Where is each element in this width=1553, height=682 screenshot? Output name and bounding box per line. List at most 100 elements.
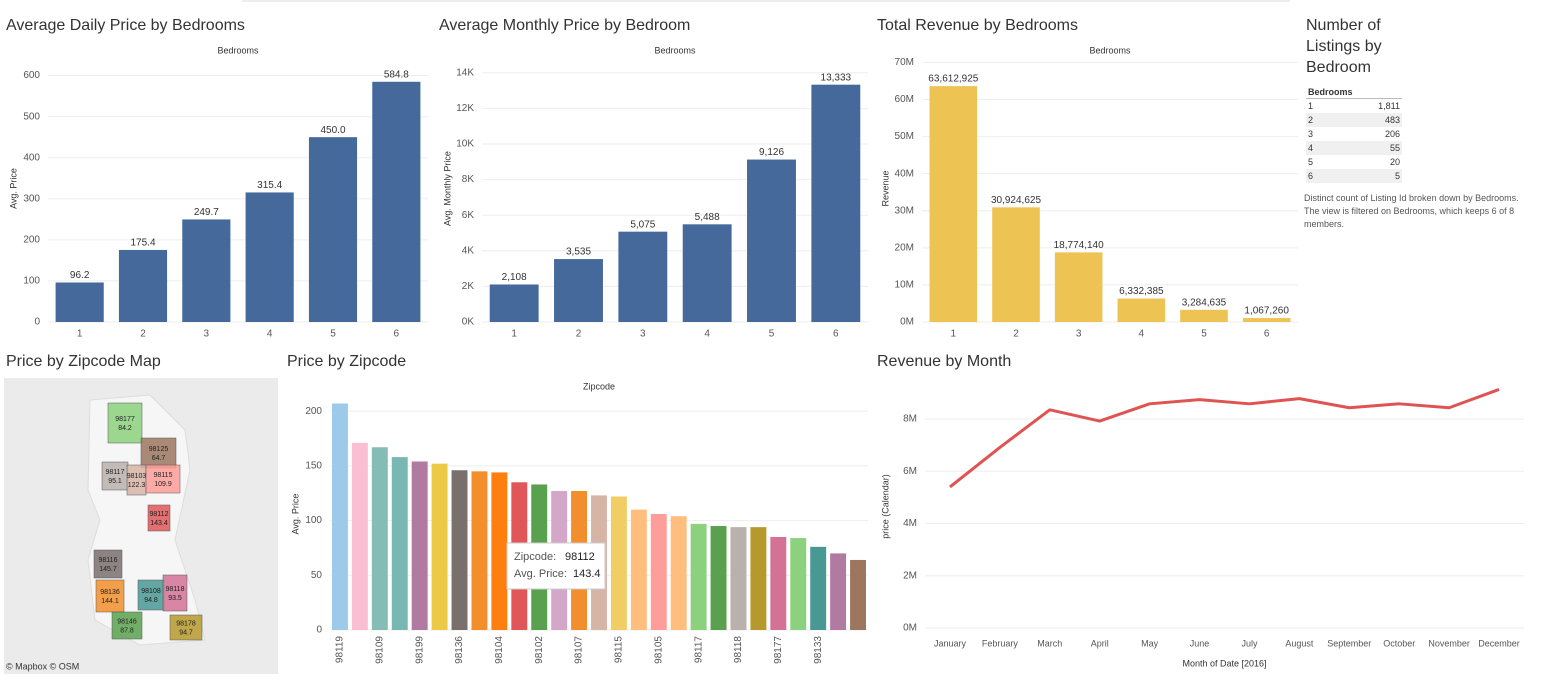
map-region	[137, 579, 165, 611]
table-cell: 3	[1308, 129, 1314, 139]
x-tick-label: October	[1383, 638, 1415, 648]
bar	[747, 159, 796, 322]
y-tick-label: 2M	[903, 570, 917, 581]
region-value: 87.8	[120, 627, 134, 634]
value-label: 175.4	[130, 238, 155, 249]
x-tick-label: March	[1037, 638, 1062, 648]
table-row: 4 55	[1306, 141, 1402, 155]
x-tick-label: 1	[511, 329, 517, 340]
x-tick-label: January	[934, 638, 967, 648]
x-tick-label: 98133	[813, 636, 824, 664]
x-tick-label: December	[1478, 638, 1520, 648]
value-label: 6,332,385	[1119, 286, 1164, 297]
x-tick-label: 2	[140, 329, 146, 340]
bar	[351, 442, 368, 630]
map-region	[93, 549, 123, 579]
y-axis-label: price (Calendar)	[880, 474, 890, 539]
y-tick-label: 0	[34, 317, 40, 328]
region-zipcode: 98116	[99, 557, 118, 564]
chart-title: Revenue by Month	[877, 353, 1011, 370]
x-axis-header: Bedrooms	[1089, 45, 1131, 55]
x-tick-label: 5	[769, 329, 775, 340]
value-label: 450.0	[320, 125, 345, 136]
y-tick-label: 2K	[462, 281, 475, 292]
x-tick-label: 2	[1013, 329, 1019, 340]
x-tick-label: 1	[77, 329, 83, 340]
header-row: Bedrooms	[1306, 86, 1402, 99]
region-value: 84.2	[118, 425, 132, 432]
map-region	[147, 504, 171, 532]
region-value: 143.4	[150, 520, 168, 527]
value-label: 63,612,925	[928, 74, 978, 85]
table-title: Number of Listings by Bedroom	[1306, 17, 1382, 76]
x-tick-label: 98105	[653, 636, 664, 664]
chart-title: Average Monthly Price by Bedroom	[439, 17, 690, 34]
bar	[790, 538, 807, 630]
header-cell: Bedrooms	[1306, 86, 1402, 99]
x-axis-header: Bedrooms	[654, 45, 696, 55]
y-tick-label: 200	[23, 234, 40, 245]
x-tick-label: 98177	[773, 636, 784, 664]
y-tick-label: 0	[316, 625, 322, 636]
y-tick-label: 600	[23, 70, 40, 81]
y-axis-label: Avg. Price	[8, 168, 18, 209]
x-tick-label: 5	[330, 329, 336, 340]
bar	[850, 559, 867, 630]
x-axis-header: Bedrooms	[217, 45, 259, 55]
table-body: 1 1,811 2 483 3 206 4 55 5 20 6 5	[1306, 99, 1402, 183]
map-region	[107, 402, 143, 444]
x-axis-label: Month of Date [2016]	[1182, 658, 1266, 668]
x-tick-label: 6	[1264, 329, 1270, 340]
value-label: 30,924,625	[991, 195, 1041, 206]
value-label: 5,488	[695, 212, 720, 223]
y-tick-label: 100	[23, 276, 40, 287]
y-tick-label: 4K	[462, 245, 475, 256]
region-value: 144.1	[101, 598, 119, 605]
x-tick-label: 98115	[614, 636, 625, 664]
value-label: 9,126	[759, 147, 784, 158]
x-tick-label: May	[1141, 638, 1159, 648]
y-tick-label: 150	[305, 460, 322, 471]
y-tick-label: 0M	[903, 623, 917, 634]
bar	[182, 219, 231, 322]
y-tick-label: 14K	[456, 67, 474, 78]
x-tick-label: June	[1190, 638, 1210, 648]
y-tick-label: 6M	[903, 466, 917, 477]
y-tick-label: 50	[311, 570, 323, 581]
table-row: 1 1,811	[1306, 99, 1402, 114]
tooltip-value: 98112	[565, 551, 595, 563]
region-zipcode: 98136	[100, 589, 120, 596]
x-tick-label: 4	[704, 329, 710, 340]
map-region	[126, 464, 147, 496]
bar	[411, 461, 428, 630]
y-axis-label: Revenue	[880, 170, 890, 206]
region-value: 145.7	[99, 566, 117, 573]
table-cell: 20	[1389, 157, 1400, 167]
x-tick-label: November	[1428, 638, 1470, 648]
x-tick-label: February	[982, 638, 1019, 648]
bar	[372, 81, 421, 322]
bar	[1054, 252, 1103, 322]
x-tick-label: 98118	[733, 636, 744, 664]
table-row: 2 483	[1306, 113, 1402, 127]
x-tick-label: September	[1327, 638, 1371, 648]
bar	[811, 84, 861, 322]
bar	[371, 447, 388, 630]
bar	[1180, 309, 1228, 322]
value-label: 584.8	[384, 69, 409, 80]
bar	[391, 457, 408, 630]
chart-title: Total Revenue by Bedrooms	[877, 17, 1078, 34]
x-tick-label: 98117	[693, 636, 704, 664]
y-tick-label: 300	[23, 193, 40, 204]
value-label: 2,108	[502, 272, 527, 283]
table-cell: 5	[1308, 157, 1314, 167]
map-attribution: © Mapbox © OSM	[6, 661, 79, 671]
bar	[690, 523, 707, 630]
region-value: 94.8	[144, 597, 158, 604]
bar	[650, 514, 667, 630]
bar	[431, 463, 448, 630]
y-tick-label: 60M	[895, 94, 914, 105]
y-tick-label: 10M	[895, 280, 914, 291]
bar	[1117, 298, 1166, 322]
bar	[118, 249, 168, 322]
